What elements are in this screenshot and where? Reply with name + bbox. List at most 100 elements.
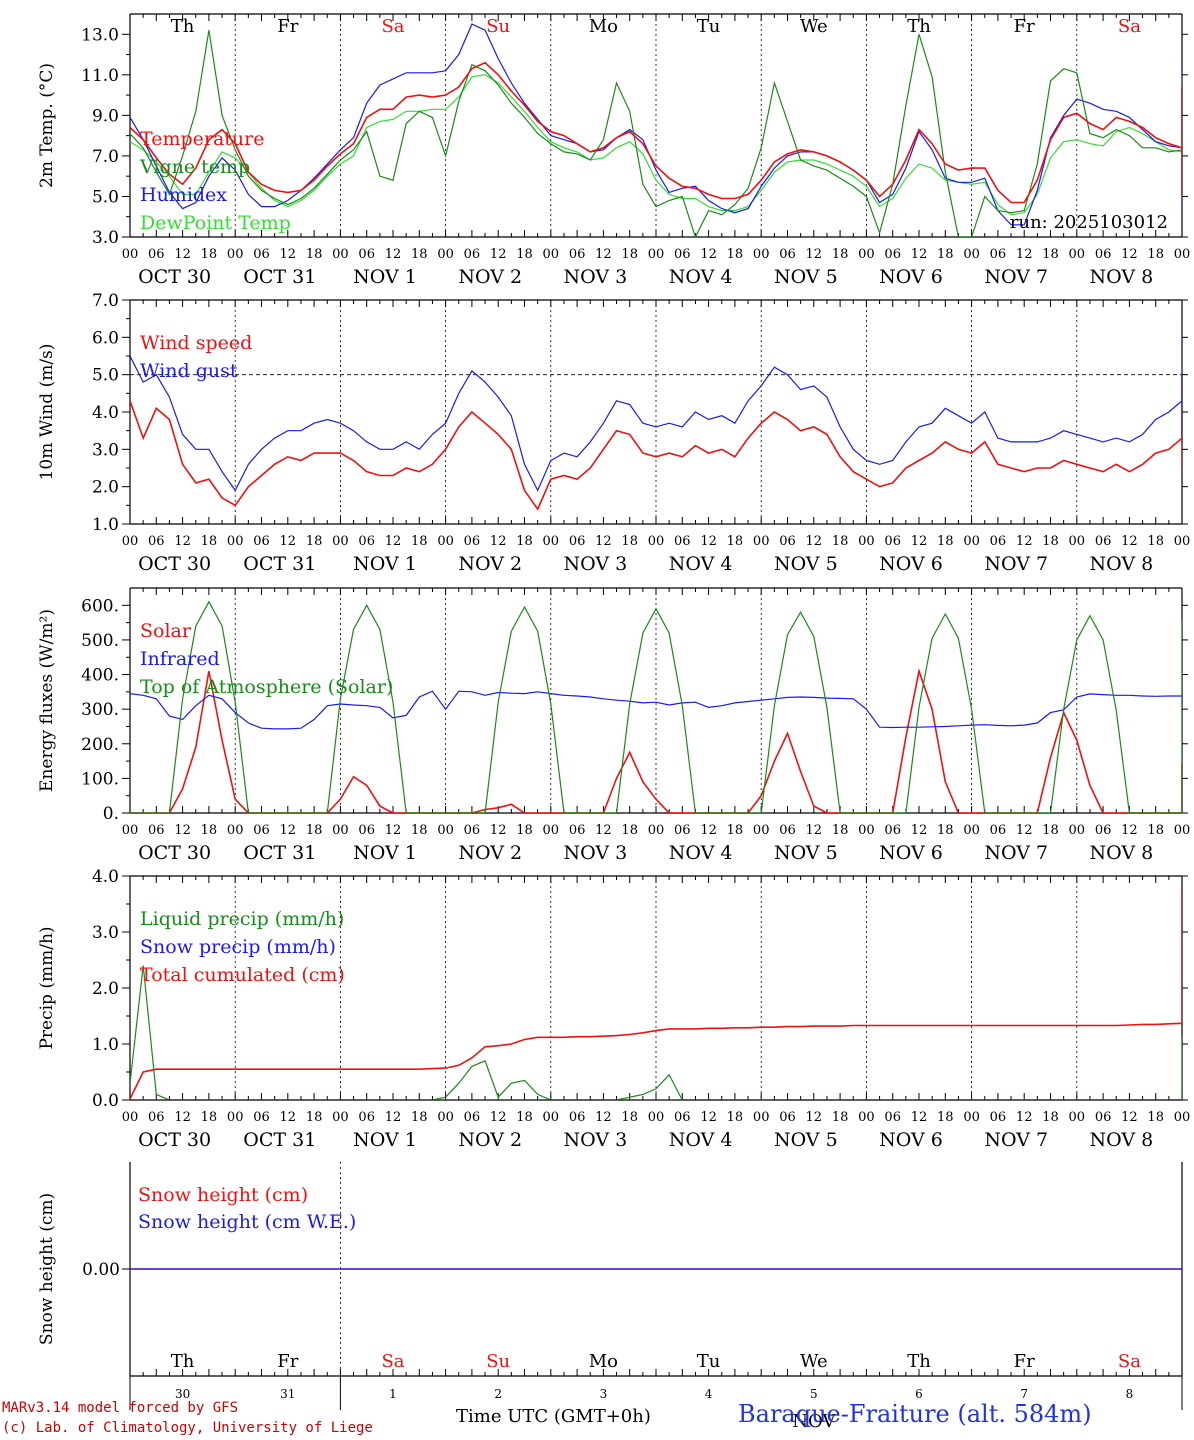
temp-hour-label: 06 [464, 247, 481, 262]
precip-y-tick-label: 2.0 [92, 979, 119, 999]
precip-hour-label: 18 [411, 1110, 428, 1125]
bottom-day-number: 5 [810, 1387, 818, 1401]
energy-date-label: OCT 30 [138, 842, 211, 864]
wind-y-axis-title: 10m Wind (m/s) [37, 344, 57, 481]
wind-date-label: NOV 5 [774, 553, 838, 575]
temp-date-label: NOV 4 [669, 266, 733, 288]
wind-hour-label: 06 [1095, 534, 1112, 549]
bottom-day-number: 31 [280, 1387, 295, 1401]
wind-hour-label: 00 [122, 534, 139, 549]
wind-hour-label: 12 [595, 534, 612, 549]
temp-date-label: OCT 30 [138, 266, 211, 288]
temp-hour-label: 00 [858, 247, 875, 262]
wind-y-tick-label: 1.0 [92, 515, 119, 535]
precip-hour-label: 18 [832, 1110, 849, 1125]
temp-hour-label: 18 [411, 247, 428, 262]
precip-hour-label: 12 [280, 1110, 297, 1125]
energy-hour-label: 18 [516, 823, 533, 838]
temp-y-tick-label: 11.0 [81, 66, 119, 86]
energy-hour-label: 18 [727, 823, 744, 838]
precip-legend-entry: Liquid precip (mm/h) [140, 908, 344, 930]
precip-date-label: NOV 6 [879, 1129, 943, 1151]
wind-hour-label: 00 [227, 534, 244, 549]
wind-hour-label: 06 [674, 534, 691, 549]
precip-legend-entry: Snow precip (mm/h) [140, 936, 336, 958]
temp-legend-entry: Humidex [140, 184, 227, 206]
precip-y-axis-title: Precip (mm/h) [37, 926, 57, 1049]
energy-y-tick-label: 200. [81, 735, 119, 755]
precip-hour-label: 00 [648, 1110, 665, 1125]
precip-y-tick-label: 1.0 [92, 1035, 119, 1055]
precip-hour-label: 12 [806, 1110, 823, 1125]
wind-y-tick-label: 6.0 [92, 328, 119, 348]
wind-hour-label: 12 [280, 534, 297, 549]
energy-hour-label: 12 [385, 823, 402, 838]
energy-date-label: NOV 8 [1090, 842, 1154, 864]
precip-date-label: NOV 1 [353, 1129, 417, 1151]
precip-hour-label: 12 [174, 1110, 191, 1125]
wind-hour-label: 06 [148, 534, 165, 549]
wind-date-label: NOV 3 [564, 553, 628, 575]
wind-hour-label: 12 [700, 534, 717, 549]
bottom-day-number: 7 [1020, 1387, 1028, 1401]
precip-hour-label: 18 [306, 1110, 323, 1125]
energy-hour-label: 06 [779, 823, 796, 838]
temp-hour-label: 18 [1042, 247, 1059, 262]
temp-date-label: NOV 3 [564, 266, 628, 288]
wind-hour-label: 18 [1042, 534, 1059, 549]
snow-y-tick-label: 0.00 [82, 1260, 120, 1280]
precip-hour-label: 12 [1121, 1110, 1138, 1125]
temp-hour-label: 00 [332, 247, 349, 262]
energy-hour-label: 18 [1147, 823, 1164, 838]
precip-date-label: NOV 8 [1090, 1129, 1154, 1151]
energy-hour-label: 00 [543, 823, 560, 838]
precip-series-total-cumulated-cm [130, 890, 1182, 1100]
energy-y-tick-label: 600. [81, 596, 119, 616]
precip-date-label: NOV 2 [458, 1129, 522, 1151]
temp-hour-label: 00 [543, 247, 560, 262]
temp-date-label: NOV 8 [1090, 266, 1154, 288]
day-name-label: Th [907, 16, 931, 37]
temp-y-tick-label: 7.0 [92, 147, 119, 167]
energy-date-label: NOV 3 [564, 842, 628, 864]
precip-hour-label: 12 [700, 1110, 717, 1125]
wind-y-tick-label: 5.0 [92, 366, 119, 386]
energy-hour-label: 06 [990, 823, 1007, 838]
precip-hour-label: 12 [490, 1110, 507, 1125]
temp-hour-label: 06 [569, 247, 586, 262]
snow-legend-entry: Snow height (cm) [138, 1184, 308, 1206]
wind-hour-label: 12 [385, 534, 402, 549]
wind-hour-label: 18 [727, 534, 744, 549]
wind-hour-label: 00 [963, 534, 980, 549]
temp-hour-label: 06 [148, 247, 165, 262]
bottom-month-label: NOV [792, 1411, 836, 1432]
wind-date-label: NOV 6 [879, 553, 943, 575]
energy-series-solar [130, 668, 1182, 813]
bottom-day-name: Tu [697, 1351, 721, 1372]
bottom-day-name: Su [486, 1351, 510, 1372]
temp-hour-label: 06 [884, 247, 901, 262]
precip-hour-label: 06 [779, 1110, 796, 1125]
precip-hour-label: 00 [858, 1110, 875, 1125]
energy-hour-label: 12 [595, 823, 612, 838]
wind-hour-label: 00 [332, 534, 349, 549]
wind-hour-label: 18 [621, 534, 638, 549]
precip-date-label: NOV 3 [564, 1129, 628, 1151]
wind-hour-label: 06 [569, 534, 586, 549]
temp-date-label: NOV 2 [458, 266, 522, 288]
temp-y-tick-label: 13.0 [81, 25, 119, 45]
precip-hour-label: 18 [516, 1110, 533, 1125]
bottom-day-name: Sa [381, 1351, 404, 1372]
precip-y-tick-label: 3.0 [92, 923, 119, 943]
precip-hour-label: 00 [1069, 1110, 1086, 1125]
energy-hour-label: 06 [358, 823, 375, 838]
day-name-label: Tu [697, 16, 721, 37]
precip-hour-label: 06 [674, 1110, 691, 1125]
energy-hour-label: 18 [621, 823, 638, 838]
temp-hour-label: 06 [1095, 247, 1112, 262]
energy-hour-label: 12 [490, 823, 507, 838]
wind-date-label: OCT 30 [138, 553, 211, 575]
wind-hour-label: 00 [648, 534, 665, 549]
energy-series-top-of-atmosphere-solar [130, 600, 1182, 813]
energy-date-label: NOV 6 [879, 842, 943, 864]
